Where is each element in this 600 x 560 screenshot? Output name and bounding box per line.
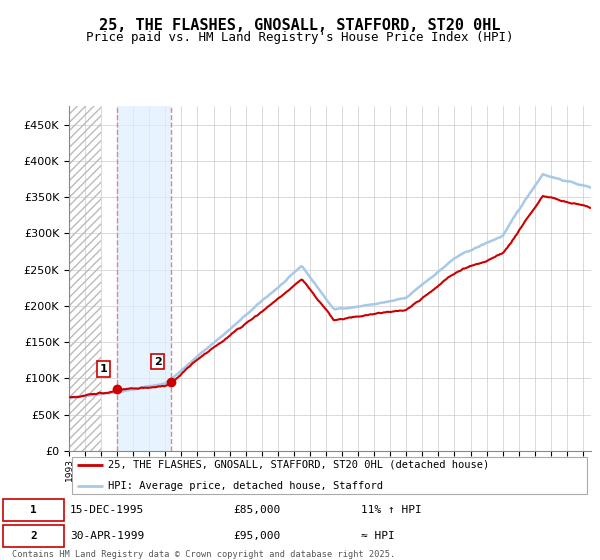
Text: £85,000: £85,000	[233, 505, 280, 515]
Text: 2: 2	[154, 357, 161, 367]
Bar	[116, 106, 170, 451]
Text: Price paid vs. HM Land Registry's House Price Index (HPI): Price paid vs. HM Land Registry's House …	[86, 31, 514, 44]
Text: 30-APR-1999: 30-APR-1999	[70, 531, 145, 541]
Text: HPI: Average price, detached house, Stafford: HPI: Average price, detached house, Staf…	[108, 481, 383, 491]
Bar	[69, 106, 101, 451]
Text: 2: 2	[30, 531, 37, 541]
Text: Contains HM Land Registry data © Crown copyright and database right 2025.
This d: Contains HM Land Registry data © Crown c…	[12, 550, 395, 560]
Text: 25, THE FLASHES, GNOSALL, STAFFORD, ST20 0HL (detached house): 25, THE FLASHES, GNOSALL, STAFFORD, ST20…	[108, 460, 490, 470]
Text: ≈ HPI: ≈ HPI	[361, 531, 395, 541]
FancyBboxPatch shape	[71, 457, 587, 494]
FancyBboxPatch shape	[3, 500, 64, 521]
Text: £95,000: £95,000	[233, 531, 280, 541]
Bar	[69, 106, 101, 451]
Text: 15-DEC-1995: 15-DEC-1995	[70, 505, 145, 515]
Text: 11% ↑ HPI: 11% ↑ HPI	[361, 505, 422, 515]
Text: 1: 1	[100, 364, 107, 374]
Text: 25, THE FLASHES, GNOSALL, STAFFORD, ST20 0HL: 25, THE FLASHES, GNOSALL, STAFFORD, ST20…	[99, 18, 501, 33]
Text: 1: 1	[30, 505, 37, 515]
FancyBboxPatch shape	[3, 525, 64, 547]
